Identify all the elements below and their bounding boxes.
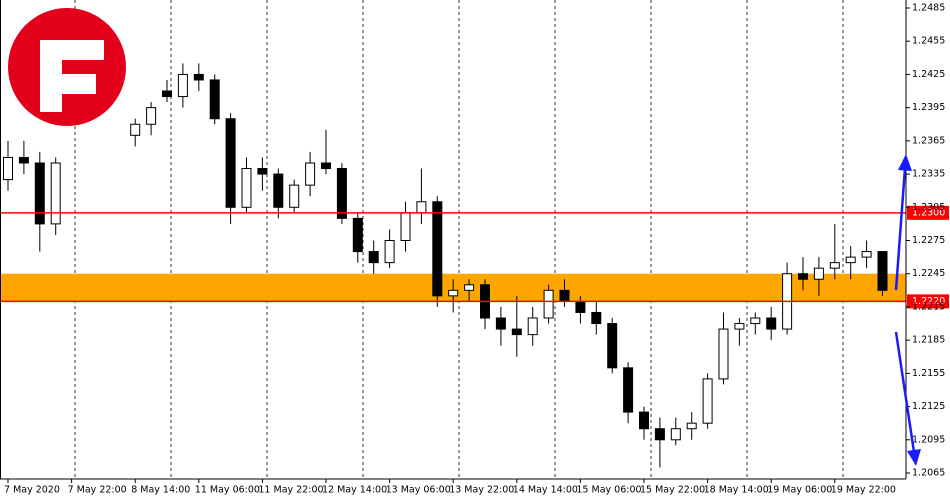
arrows [894,154,921,466]
x-tick-label: 8 May 14:00 [131,485,190,496]
x-tick-label: 7 May 2020 [4,485,60,496]
candle-body [511,328,522,336]
x-tick-label: 19 May 06:00 [767,485,832,496]
candle-body [654,428,665,441]
candle-body [591,311,602,325]
candle-body [718,328,729,380]
x-tick-label: 15 May 22:00 [640,485,705,496]
candle-body [193,73,204,81]
candle-body [559,289,570,302]
x-tick-label: 13 May 22:00 [449,485,514,496]
candle-body [289,184,300,208]
candle-body [416,201,427,214]
candle-body [352,217,363,253]
candle-body [766,317,777,330]
candle-body [861,251,872,258]
x-tick-label: 14 May 14:00 [513,485,578,496]
candles [3,63,888,468]
candle-body [34,162,45,225]
y-tick-label: 1.2395 [912,102,945,113]
candle-body [877,251,888,291]
candle-body [575,300,586,313]
candle-body [448,289,459,297]
axes: 1.2485 1.2455 1.2425 1.2395 1.2365 1.2335 1.23… [4,3,945,496]
candle-body [162,90,172,98]
candle-body [495,317,506,330]
candle-body [702,378,713,424]
candle-body [527,317,538,336]
x-tick-label: 11 May 22:00 [258,485,323,496]
y-tick-label: 1.2425 [912,69,945,80]
candle-body [257,168,268,175]
candle-body [305,162,316,186]
candle-body [829,262,840,269]
candle-body [321,162,331,170]
y-tick-label: 1.2455 [912,36,945,47]
x-tick-label: 12 May 14:00 [322,485,387,496]
levels: 1.2300 1.2220 [0,205,949,309]
arrow-down-line [894,331,916,453]
candle-body [177,73,188,98]
level-tag [907,294,949,309]
arrow-down-head [907,449,921,466]
y-tick-label: 1.2215 [912,301,945,312]
arrow-up-head [898,154,912,171]
y-tick-label: 1.2245 [912,268,945,279]
candle-body [734,323,745,330]
level-label: 1.2220 [912,296,945,307]
candle-body [464,284,475,291]
candle-body [400,212,411,241]
y-tick-label: 1.2275 [912,235,945,246]
candle-body [273,173,284,208]
candle-body [130,123,141,136]
candle-body [813,267,824,280]
candle-body [607,323,618,369]
candle-body [845,256,856,264]
candle-body [639,411,649,430]
candle-body [623,367,634,413]
arrow-up-line [894,167,907,291]
candle-body [146,107,157,125]
level-label: 1.2300 [912,207,945,218]
candle-body [798,273,808,280]
y-tick-label: 1.2155 [912,368,945,379]
candle-body [543,289,554,319]
candle-body [368,251,379,264]
logo [8,8,126,126]
y-tick-label: 1.2065 [912,468,945,479]
candle-body [670,428,681,441]
candle-body [686,422,697,430]
candle-body [209,79,220,120]
candle-body [18,156,29,164]
candle-body [432,201,443,297]
candle-body [241,168,252,208]
x-tick-label: 13 May 06:00 [386,485,451,496]
candle-body [225,118,236,208]
x-tick-label: 19 May 22:00 [831,485,896,496]
y-tick-label: 1.2125 [912,401,945,412]
level-tag [907,205,949,220]
y-tick-label: 1.2095 [912,434,945,445]
logo-circle [8,8,126,126]
x-tick-label: 11 May 06:00 [195,485,260,496]
candle-body [3,156,13,181]
y-tick-label: 1.2185 [912,335,945,346]
x-tick-label: 15 May 06:00 [576,485,641,496]
x-tick-label: 18 May 14:00 [704,485,769,496]
y-tick-label: 1.2305 [912,202,945,213]
y-tick-label: 1.2335 [912,169,945,180]
x-tick-label: 7 May 22:00 [68,485,127,496]
y-tick-label: 1.2365 [912,135,945,146]
logo-letter [40,40,104,112]
candle-body [384,240,395,264]
candle-body [336,168,347,219]
candle-body [750,317,761,325]
y-tick-label: 1.2485 [912,3,945,14]
candle-body [50,162,61,225]
